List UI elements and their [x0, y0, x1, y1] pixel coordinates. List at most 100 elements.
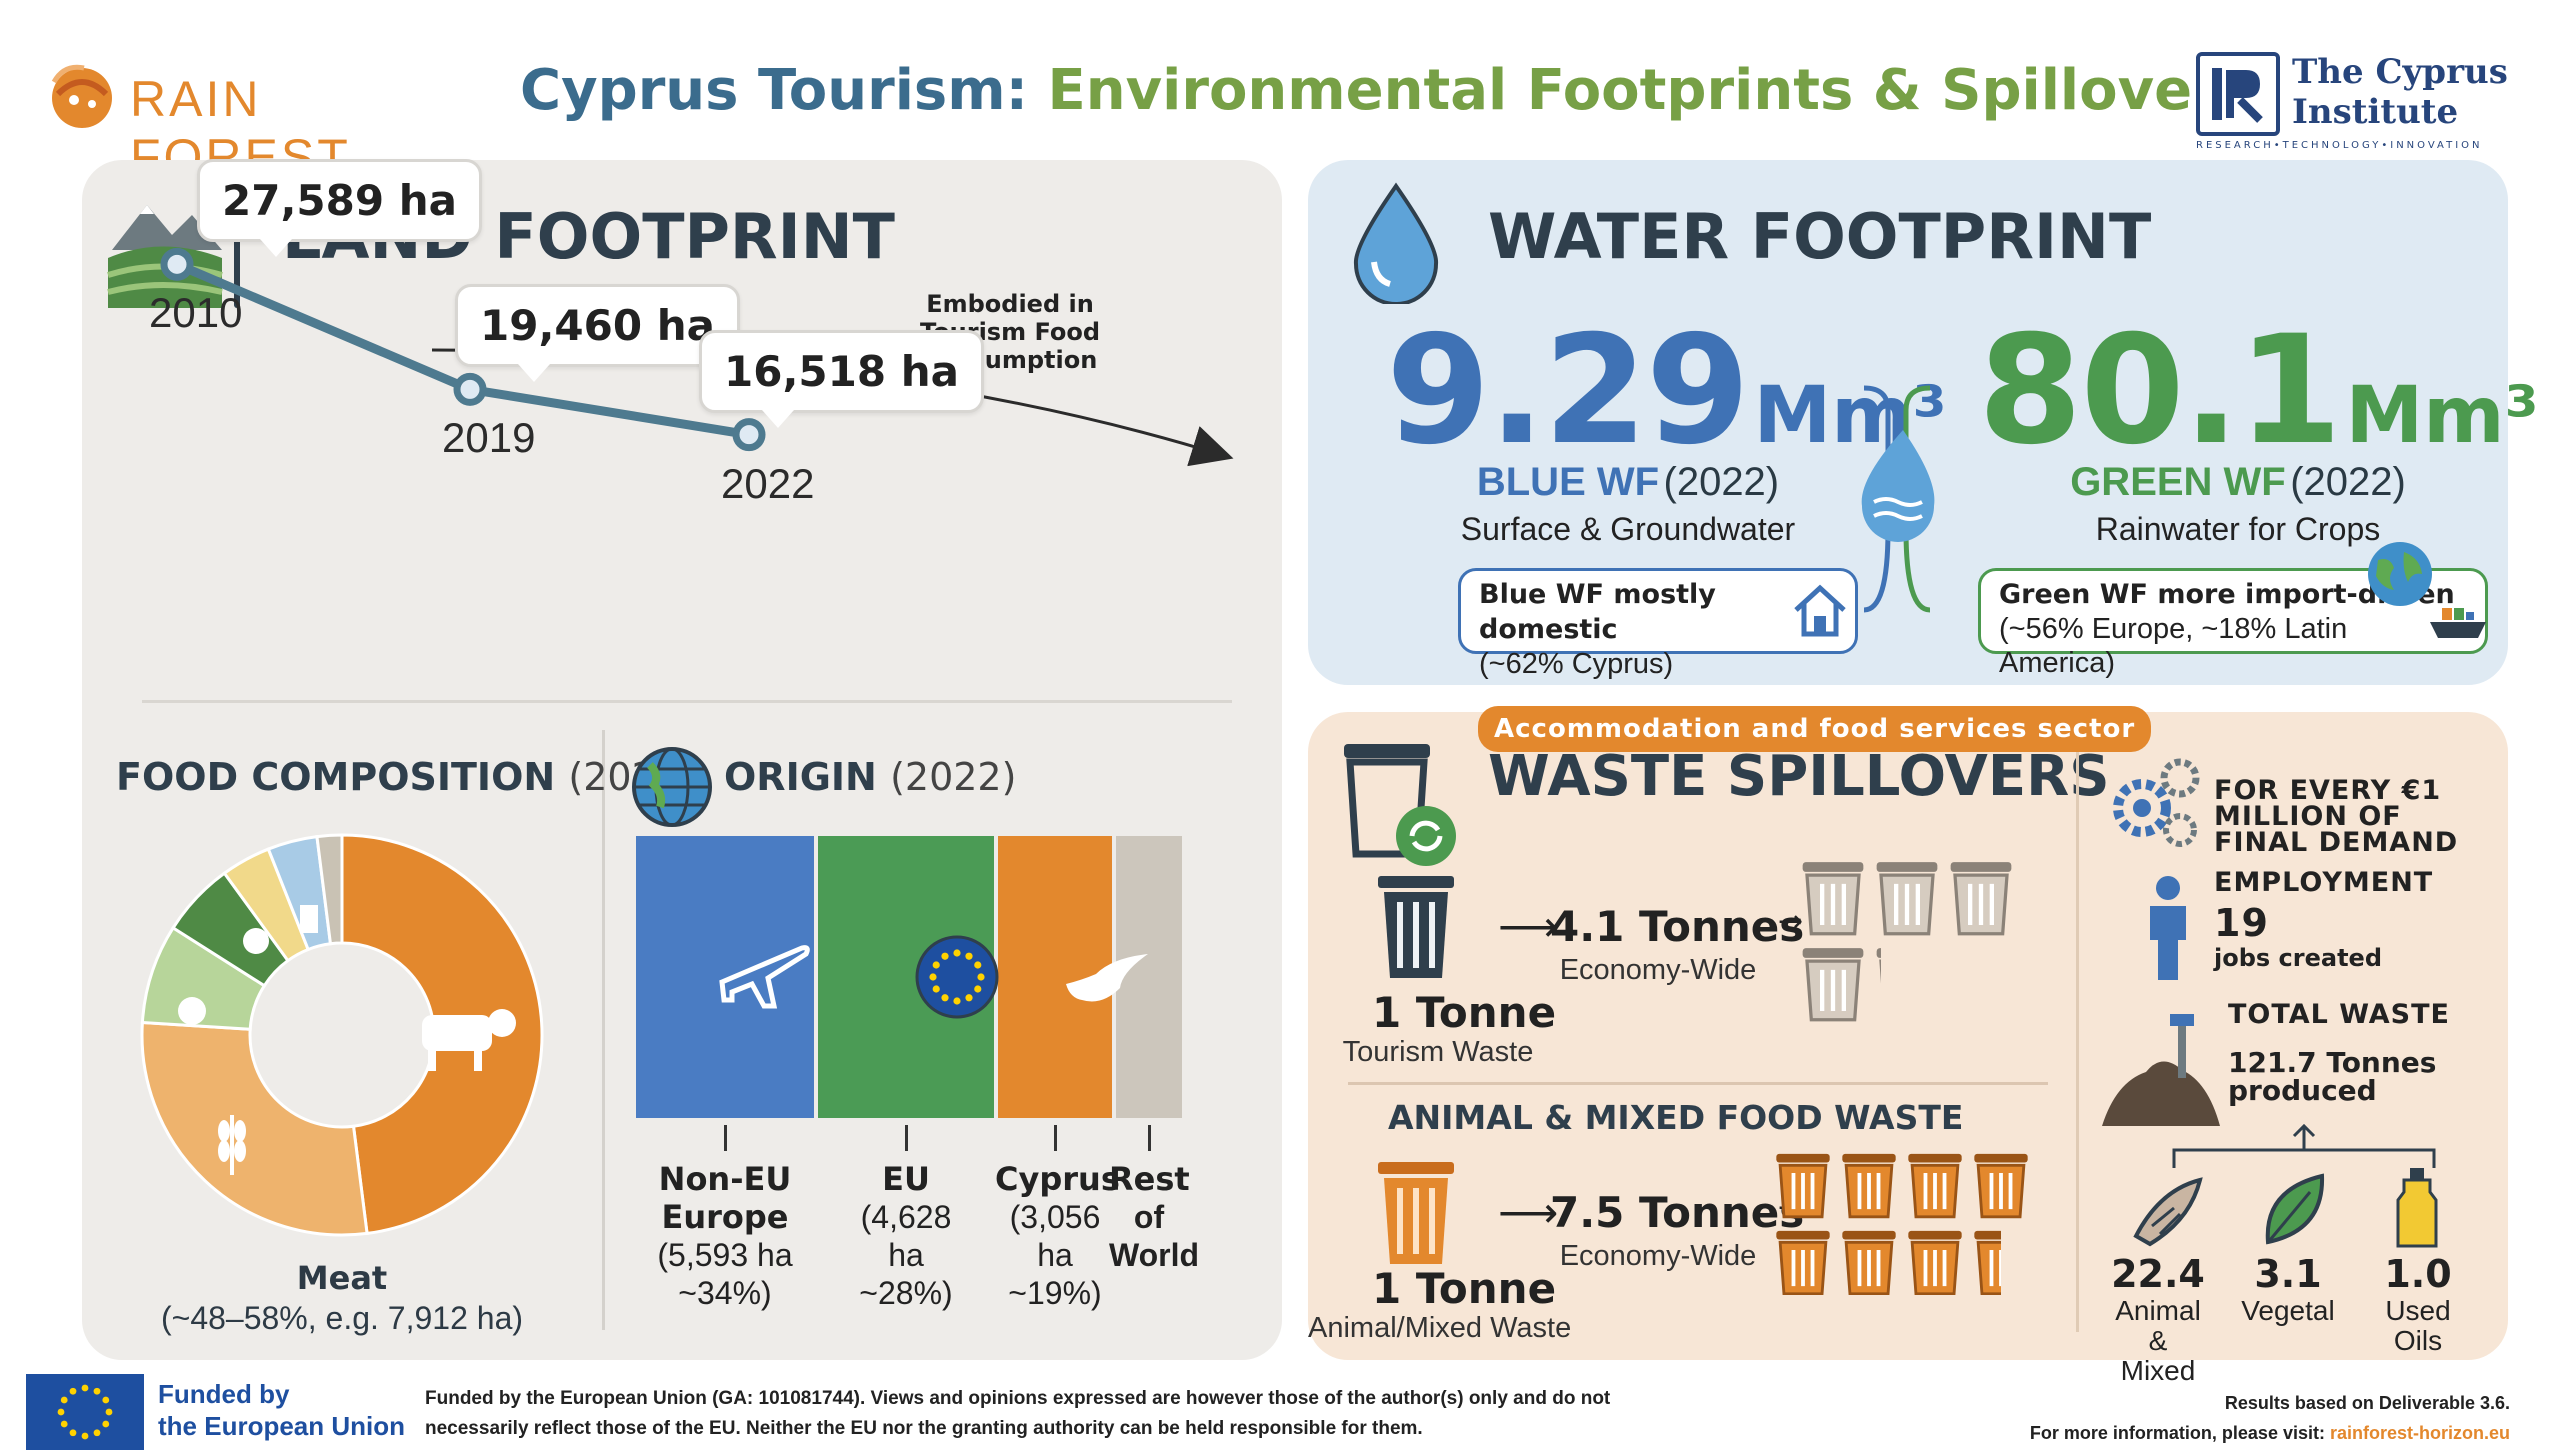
animal-waste-bin-icon: [1378, 1162, 1454, 1264]
milk-icon: [300, 905, 318, 933]
tourism-input-label: Tourism Waste: [1342, 1036, 1534, 1068]
green-wf-year: (2022): [2290, 460, 2406, 504]
animal-input: 1 Tonne: [1372, 1264, 1557, 1313]
cow-icon: [422, 1009, 516, 1071]
waste-bin-icon: [1876, 862, 1938, 936]
per-million-text: FOR EVERY €1 MILLION OF FINAL DEMAND: [2214, 775, 2459, 858]
waste-bin-icon: [1776, 1230, 1830, 1295]
waste-bin-icon: [1974, 1230, 2001, 1295]
food-composition-title: FOOD COMPOSITION (2022): [116, 755, 695, 799]
origin-tick: [1148, 1125, 1151, 1151]
waste-bin-icon: [1908, 1153, 1962, 1219]
animal-output-label: Economy-Wide: [1559, 1240, 1757, 1272]
sector-pill: Accommodation and food services sector: [1478, 706, 2152, 752]
green-wf-unit: Mm³: [2345, 371, 2539, 461]
meat-name: Meat: [296, 1259, 388, 1297]
water-footprint-panel: WATER FOOTPRINT 9.29 Mm³ 80.1 Mm³ BLUE W…: [1308, 160, 2539, 685]
blue-wf-note-title: Blue WF mostly domestic: [1479, 579, 1716, 645]
blue-wf-label: BLUE WF (2022) Surface & Groundwater: [1408, 460, 1848, 548]
person-icon: [2150, 876, 2186, 980]
vegetable-icon: [178, 997, 232, 1049]
total-waste-label: produced: [2228, 1074, 2377, 1107]
waste-breakdown-item: 22.4 Animal & Mixed: [2111, 1252, 2205, 1386]
origin-tick: [905, 1125, 908, 1151]
animal-output-bins: [1774, 1152, 2054, 1352]
waste-bin-icon: [1802, 948, 1864, 1022]
waste-bin-icon: [1842, 1230, 1896, 1295]
origin-label: Rest of World: [1109, 1160, 1200, 1273]
donut-slice: [315, 833, 344, 946]
land-vertical-divider: [602, 730, 605, 1330]
cyi-mark-icon: [2196, 52, 2280, 136]
blue-wf-name: BLUE WF: [1476, 460, 1660, 504]
blue-wf-note-detail: (~62% Cyprus): [1479, 648, 1674, 680]
arrow-icon: ⟶: [1498, 902, 1559, 951]
origin-label: Cyprus (3,056 ha ~19%): [995, 1160, 1120, 1311]
origin-label: Non-EU Europe (5,593 ha ~34%): [657, 1160, 793, 1311]
tourism-input: 1 Tonne: [1372, 988, 1557, 1037]
waste-bin-icon: [1776, 1153, 1830, 1219]
water-footprint-title: WATER FOOTPRINT: [1488, 200, 2152, 273]
animal-input-label: Animal/Mixed Waste: [1308, 1312, 1572, 1344]
year-label: 2019: [442, 414, 536, 462]
waste-bin-icon: [1842, 1153, 1896, 1219]
waste-spillovers-panel: Accommodation and food services sector W…: [1308, 706, 2508, 1386]
animal-mixed-title: ANIMAL & MIXED FOOD WASTE: [1388, 1098, 1964, 1137]
title-part1: Cyprus Tourism:: [520, 58, 1028, 123]
disclaimer: Funded by the European Union (GA: 101081…: [425, 1388, 1611, 1439]
blue-wf-year: (2022): [1663, 460, 1780, 504]
tourism-waste-bin-icon: [1378, 876, 1454, 978]
cyprus-institute-logo: The Cyprus Institute RESEARCH•TECHNOLOGY…: [2196, 48, 2516, 158]
eu-funded-text: Funded by the European Union: [158, 1378, 405, 1442]
land-divider: [142, 700, 1232, 703]
origin-tick: [1054, 1125, 1057, 1151]
green-wf-label: GREEN WF (2022) Rainwater for Crops: [2018, 460, 2458, 548]
green-wf-desc: Rainwater for Crops: [2095, 511, 2381, 547]
green-wf-value: 80.1: [1978, 304, 2342, 478]
waste-pile-icon: [2102, 1014, 2220, 1126]
year-label: 2022: [721, 459, 815, 507]
trend-point: [160, 247, 194, 281]
eu-funded-line2: the European Union: [158, 1411, 405, 1441]
origin-segment: [636, 836, 814, 1118]
origin-label: EU (4,628 ha ~28%): [859, 1160, 953, 1311]
cyi-tagline: RESEARCH•TECHNOLOGY•INNOVATION: [2196, 140, 2483, 151]
blue-wf-unit: Mm³: [1753, 371, 1947, 461]
page-title: Cyprus Tourism: Environmental Footprints…: [520, 58, 2253, 123]
employment-value: 19: [2214, 901, 2269, 945]
total-waste-title: TOTAL WASTE: [2228, 999, 2450, 1030]
meat-detail: (~48–58%, e.g. 7,912 ha): [160, 1300, 524, 1336]
origin-tick: [724, 1125, 727, 1151]
food-composition-donut: [140, 833, 544, 1237]
arrow-small-icon: →: [1778, 904, 1804, 939]
title-part2: Environmental Footprints & Spillovers: [1047, 58, 2254, 123]
origin-year: (2022): [890, 755, 1017, 799]
eu-flag-icon: [26, 1374, 144, 1450]
results-source: Results based on Deliverable 3.6.: [2224, 1393, 2510, 1413]
airplane-icon: [719, 945, 810, 1009]
tourism-output-bins: [1800, 860, 2040, 1060]
cyi-name-line2: Institute: [2292, 92, 2459, 132]
oil-bottle-icon: [2396, 1168, 2438, 1248]
waste-spillovers-title: WASTE SPILLOVERS: [1488, 744, 2110, 809]
waste-breakdown-item: 3.1 Vegetal: [2241, 1252, 2335, 1326]
cyi-name-line1: The Cyprus: [2292, 52, 2508, 92]
value-bubble: 16,518 ha: [699, 329, 984, 428]
land-footprint-panel: LAND FOOTPRINT Embodied in Tourism Food …: [82, 159, 1282, 1360]
total-waste-value: 121.7 Tonnes: [2228, 1046, 2437, 1079]
website-link[interactable]: rainforest-horizon.eu: [2329, 1423, 2510, 1443]
eu-flag-icon: [915, 935, 999, 1019]
wheat-icon: [218, 1115, 246, 1175]
trend-point: [453, 372, 487, 406]
value-bubble: 27,589 ha: [197, 159, 482, 258]
recycling-bin-icon: [1344, 744, 1456, 866]
employment-label: jobs created: [2214, 944, 2382, 972]
earth-icon: [2368, 542, 2432, 606]
green-wf-value-group: 80.1 Mm³: [1978, 304, 2539, 478]
waste-bin-icon: [1876, 948, 1881, 984]
origin-label: ORIGIN: [724, 755, 877, 799]
value-bubble: 19,460 ha: [455, 284, 740, 383]
cargo-ship-icon: [2430, 608, 2486, 638]
waste-bin-icon: [1802, 862, 1864, 936]
leaf-icon: [2265, 1173, 2325, 1245]
